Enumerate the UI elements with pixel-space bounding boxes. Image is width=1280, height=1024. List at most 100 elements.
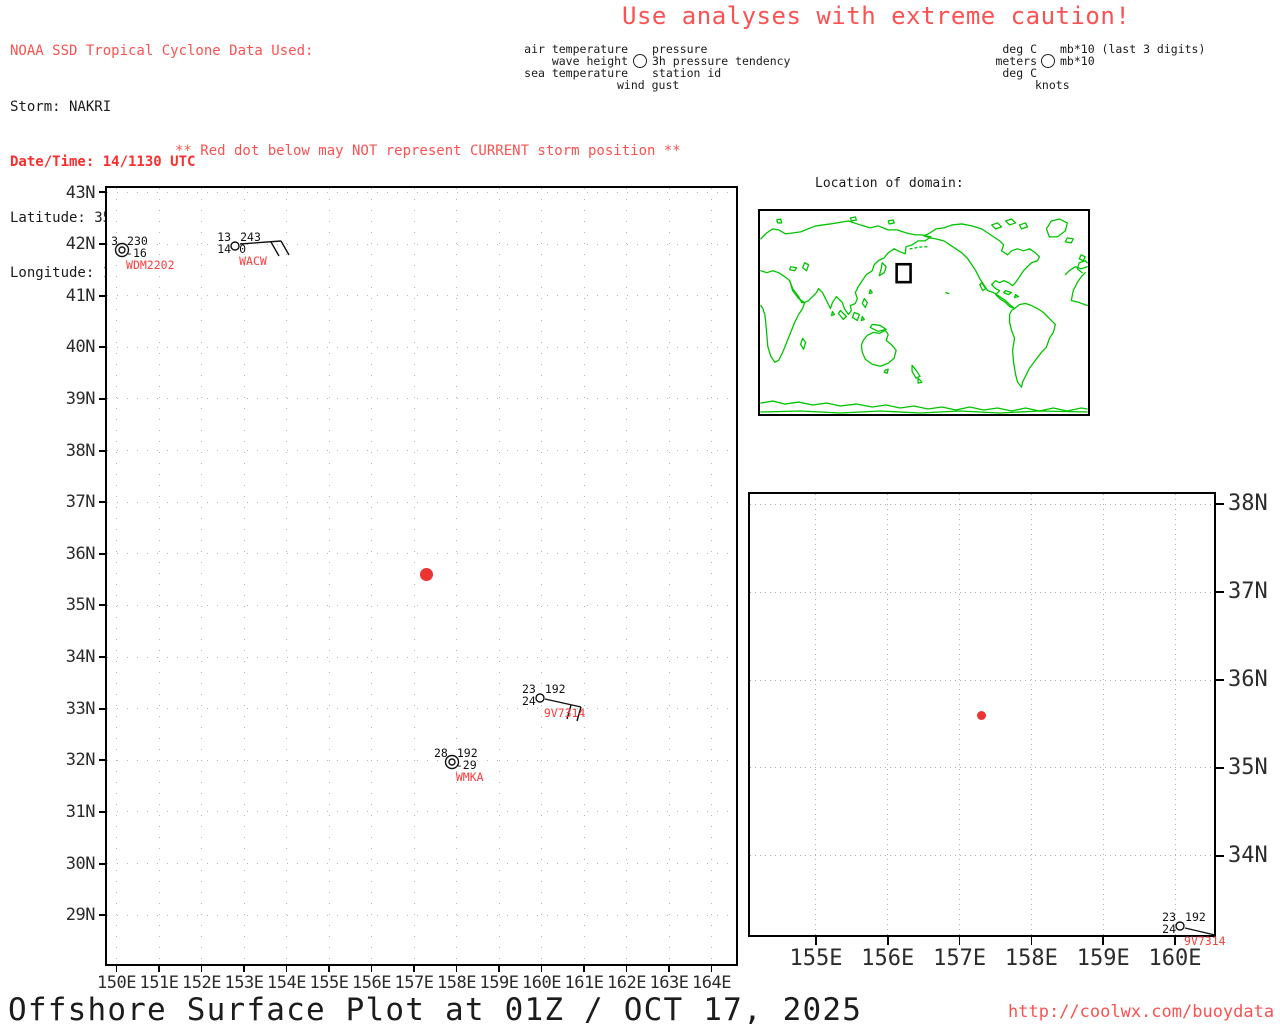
grid-line-lon [668, 188, 670, 964]
grid-line-lon [116, 188, 118, 964]
lat-tick-label: 37N [65, 492, 96, 513]
lon-tick-label: 156E [352, 973, 391, 993]
lat-tick-label: 41N [65, 285, 96, 306]
station-air-temp: 23 [521, 681, 536, 696]
lat-tick [99, 759, 107, 762]
legend-air-temperature: air temperature [524, 42, 628, 56]
station-tendency: 0 [239, 241, 247, 256]
data-source-line: NOAA SSD Tropical Cyclone Data Used: [10, 43, 314, 59]
grid-line-lon [1030, 494, 1032, 935]
lat-tick-label: 37N [1228, 579, 1268, 605]
lon-tick-label: 152E [182, 973, 221, 993]
unit-air-temperature: deg C [1002, 42, 1037, 56]
station-air-temp: 28 [433, 746, 448, 761]
station-circle-icon [230, 240, 240, 251]
lon-tick [958, 935, 961, 945]
lat-tick [1214, 766, 1224, 769]
lat-tick [99, 656, 107, 659]
lon-tick [1174, 935, 1176, 945]
wind-barb-icon [576, 706, 582, 722]
legend-sea-temperature: sea temperature [524, 66, 628, 80]
grid-line-lon [201, 188, 203, 964]
lon-tick-label: 163E [649, 973, 689, 993]
station-symbol [535, 693, 582, 722]
station-circle-icon [1175, 921, 1185, 932]
lat-tick [99, 862, 107, 865]
grid-line-lat [750, 679, 1214, 681]
wind-barb-icon [566, 704, 572, 720]
grid-line-lon [243, 188, 245, 964]
lon-tick [815, 935, 817, 945]
legend-station-id: station id [652, 66, 722, 80]
world-map [758, 209, 1090, 416]
lon-tick-label: 155E [309, 973, 349, 993]
lon-tick [413, 964, 415, 972]
wind-barb-icon [280, 240, 290, 255]
station-air-temp: 13 [217, 229, 232, 244]
grid-line-lat [107, 708, 736, 710]
station-symbol [230, 239, 290, 256]
station-wave-height: 24 [1162, 922, 1177, 937]
station-symbol [1175, 921, 1216, 937]
wind-barb-icon [270, 241, 280, 256]
lon-tick [710, 964, 713, 972]
lon-tick-label: 162E [607, 973, 646, 993]
lat-tick-label: 36N [65, 543, 96, 564]
lat-tick-label: 33N [65, 698, 96, 719]
grid-line-lat [107, 346, 736, 348]
lat-tick-label: 34N [1228, 842, 1268, 868]
grid-line-lon [541, 188, 543, 964]
lon-tick [243, 964, 245, 972]
lat-tick-label: 30N [65, 853, 96, 874]
station-id-label: WDM2202 [126, 257, 175, 272]
page-title: Offshore Surface Plot at 01Z / OCT 17, 2… [8, 992, 863, 1024]
lat-tick [1214, 591, 1224, 594]
grid-line-lat [107, 553, 736, 555]
lon-tick [1030, 935, 1033, 945]
lat-tick-label: 29N [65, 905, 96, 926]
lat-tick-label: 38N [65, 440, 96, 461]
storm-position-dot [420, 567, 434, 581]
station-id-label: 9V7314 [1184, 934, 1226, 949]
lat-tick [1214, 503, 1224, 506]
lon-tick-label: 160E [1148, 946, 1202, 971]
lon-tick-label: 158E [1004, 946, 1058, 971]
station-pressure: 230 [127, 233, 148, 248]
lat-tick [99, 397, 107, 400]
station-air-temp: 3 [111, 233, 119, 248]
station-wave-height: 24 [521, 693, 536, 708]
grid-line-lon [815, 494, 817, 935]
lon-tick [158, 964, 160, 972]
lat-tick [1214, 679, 1224, 681]
lat-tick [99, 810, 107, 813]
lon-tick-label: 153E [224, 973, 264, 993]
grid-line-lon [456, 188, 458, 964]
station-tendency: -29 [455, 758, 477, 773]
lat-tick [99, 501, 107, 504]
lon-tick [285, 964, 288, 972]
lon-tick [1102, 935, 1104, 945]
lat-tick [1214, 854, 1224, 857]
lat-tick [99, 294, 107, 297]
grid-line-lat [750, 503, 1214, 505]
grid-line-lat [107, 398, 736, 400]
lat-tick-label: 43N [65, 182, 96, 203]
lat-tick [99, 604, 107, 607]
source-url[interactable]: http://coolwx.com/buoydata [1008, 1002, 1275, 1022]
lon-tick [115, 964, 118, 972]
station-circle-icon [633, 54, 647, 68]
grid-line-lon [583, 188, 585, 964]
station-pressure: 192 [544, 681, 566, 696]
lat-tick [99, 191, 107, 194]
lon-tick [498, 964, 500, 972]
lat-tick-label: 32N [65, 750, 96, 771]
storm-position-dot [976, 710, 986, 720]
wind-barb-icon [544, 698, 581, 708]
storm-datetime-line: Date/Time: 14/1130 UTC [10, 154, 196, 170]
lon-tick [370, 964, 373, 972]
grid-line-lon [1174, 494, 1176, 935]
lat-tick [99, 552, 107, 555]
lat-tick [99, 243, 107, 246]
grid-line-lat [107, 656, 736, 658]
